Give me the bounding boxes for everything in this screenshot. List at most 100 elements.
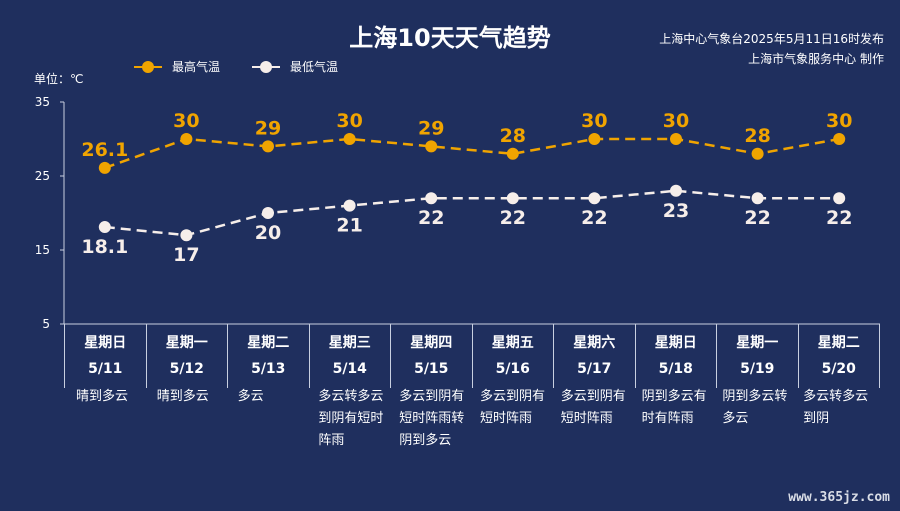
high-temp-label: 30 (826, 110, 852, 132)
low-temp-label: 22 (744, 207, 770, 229)
publish-info: 上海中心气象台2025年5月11日16时发布 (659, 32, 884, 46)
low-temp-label: 18.1 (81, 236, 128, 258)
date-label: 5/11 (88, 361, 123, 377)
day-column: 星期二 5/20 (797, 324, 880, 388)
weekday-label: 星期四 (410, 335, 453, 351)
weather-description: 多云转多云到阴有短时阵雨 (318, 389, 384, 448)
high-temp-point (506, 147, 519, 160)
day-column: 星期四 5/15 (390, 324, 472, 388)
weekday-label: 星期二 (247, 335, 290, 351)
low-temp-point (262, 207, 274, 219)
day-column: 星期二 5/13 (227, 324, 309, 388)
weather-description: 晴到多云 (156, 389, 209, 404)
weather-description: 多云到阴有短时阵雨 (560, 389, 626, 426)
high-temp-label: 29 (418, 117, 444, 139)
high-temp-label: 30 (336, 110, 362, 132)
low-temp-line (104, 189, 840, 237)
date-label: 5/17 (577, 361, 612, 377)
high-temp-label: 26.1 (81, 139, 128, 161)
low-temp-label: 17 (173, 244, 199, 266)
legend-low-marker (252, 60, 281, 74)
high-temp-point (425, 140, 438, 153)
high-temp-point (588, 133, 601, 145)
y-tick-label: 25 (35, 169, 50, 183)
date-label: 5/20 (821, 361, 856, 377)
weather-description: 阴到多云转多云 (722, 389, 788, 426)
day-column: 星期日 5/11 (64, 324, 146, 388)
low-temp-label: 22 (826, 207, 852, 229)
y-tick-label: 15 (35, 243, 50, 257)
high-temp-point (180, 133, 193, 145)
low-temp-label: 20 (255, 222, 281, 244)
weather-description: 阴到多云有时有阵雨 (641, 389, 707, 426)
low-temp-point (588, 192, 601, 205)
date-label: 5/14 (332, 361, 367, 377)
low-temp-label: 22 (581, 207, 607, 229)
date-label: 5/18 (658, 361, 693, 377)
unit-label: 单位：℃ (34, 72, 84, 86)
legend-low-label: 最低气温 (290, 60, 339, 74)
day-columns: 星期日 5/11 星期一 5/12 星期二 5/13 星期三 5/14 星期四 5/15 星期五 5/… (64, 324, 880, 388)
high-temp-label: 28 (500, 125, 526, 147)
weekday-label: 星期三 (328, 335, 371, 351)
day-column: 星期一 5/19 (716, 324, 798, 388)
legend-item-low: 最低气温 (252, 58, 338, 75)
date-label: 5/16 (495, 361, 530, 377)
day-descriptions: 晴到多云 晴到多云 多云 多云转多云到阴有短时阵雨 多云到阴有短时阵雨转阴到多云 多云到阴… (64, 386, 880, 452)
legend-high-label: 最高气温 (172, 60, 221, 74)
low-temp-point (506, 192, 519, 205)
high-temp-point (751, 147, 764, 160)
weather-description: 多云到阴有短时阵雨转阴到多云 (399, 389, 465, 448)
day-column: 星期一 5/12 (145, 324, 228, 388)
day-column: 星期日 5/18 (634, 324, 717, 388)
low-temp-point (425, 192, 438, 205)
high-temp-label: 30 (581, 110, 607, 132)
low-temp-point (180, 229, 193, 242)
high-temp-point (262, 140, 274, 153)
high-temp-point (98, 161, 111, 174)
high-temp-label: 28 (744, 125, 770, 147)
legend-high-marker (134, 60, 162, 74)
weather-description: 晴到多云 (76, 389, 129, 404)
day-column: 星期三 5/14 (308, 324, 391, 388)
weekday-label: 星期六 (573, 335, 616, 351)
weekday-label: 星期一 (165, 335, 208, 351)
y-tick-label: 35 (35, 95, 50, 109)
date-label: 5/19 (740, 361, 775, 377)
high-temp-line (104, 137, 840, 170)
weather-description: 多云转多云到阴 (803, 389, 869, 426)
y-tick-label: 5 (42, 317, 50, 331)
legend: 最高气温 最低气温 (134, 58, 370, 75)
low-temp-point (670, 184, 682, 197)
day-column: 星期六 5/17 (553, 324, 635, 388)
high-temp-label: 29 (255, 117, 281, 139)
weekday-label: 星期日 (654, 335, 697, 351)
high-temp-label: 30 (663, 110, 689, 132)
low-temp-label: 23 (663, 200, 689, 222)
weekday-label: 星期二 (817, 335, 860, 351)
high-temp-point (343, 133, 356, 145)
low-temp-label: 22 (418, 207, 444, 229)
high-temp-label: 30 (173, 110, 199, 132)
low-temp-point (751, 192, 764, 205)
weekday-label: 星期一 (736, 335, 779, 351)
legend-item-high: 最高气温 (134, 58, 220, 75)
low-temp-point (343, 199, 356, 212)
producer-info: 上海市气象服务中心 制作 (748, 52, 884, 66)
low-temp-label: 21 (336, 215, 362, 237)
low-temp-point (833, 192, 846, 205)
page-title: 上海10天天气趋势 (349, 24, 551, 52)
weather-description: 多云到阴有短时阵雨 (479, 389, 545, 426)
day-column: 星期五 5/16 (471, 324, 554, 388)
weekday-label: 星期日 (84, 335, 127, 351)
low-temp-point (98, 221, 111, 234)
date-label: 5/12 (169, 361, 204, 377)
high-temp-point (833, 133, 846, 145)
date-label: 5/15 (414, 361, 449, 377)
weather-description: 多云 (237, 389, 264, 404)
watermark: www.365jz.com (788, 490, 890, 505)
high-temp-point (670, 133, 682, 145)
weekday-label: 星期五 (491, 335, 534, 351)
low-temp-label: 22 (500, 207, 526, 229)
